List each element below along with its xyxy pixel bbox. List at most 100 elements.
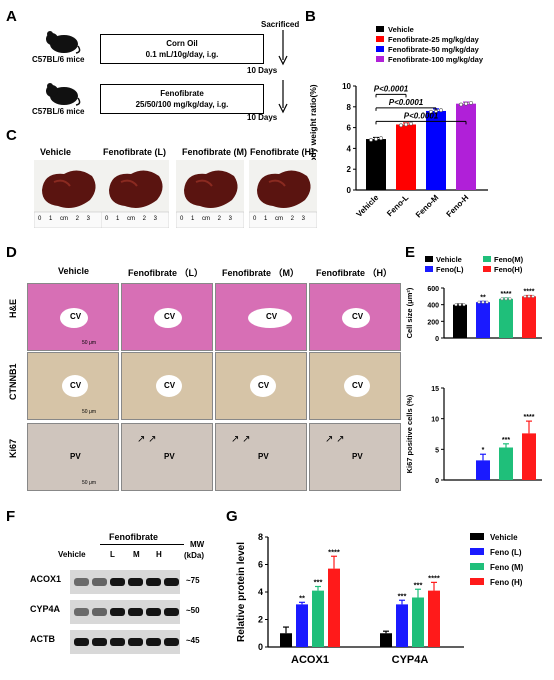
x-tick-label: ACOX1 [291,654,329,666]
micrograph-tile: PV ↗ ↗ [309,423,401,491]
bar [426,110,446,190]
significance-label: *** [398,591,407,600]
significance-label: **** [524,289,535,296]
y-tick-label: 10 [342,82,351,91]
bar [522,296,536,338]
micrograph-tile: PV ↗ ↗ [121,423,213,491]
data-point [462,303,466,307]
bar [428,590,440,647]
micrograph-tile: CV [215,352,307,420]
bar [396,604,408,647]
significance-label: ** [299,593,305,602]
blot-strip [70,570,180,594]
lane-vehicle: Vehicle [58,550,86,559]
lane-l: L [110,550,115,559]
bar [522,433,536,480]
y-tick-label: 2 [347,165,352,174]
legend-item: Vehicle [470,530,523,545]
y-tick-label: 8 [258,532,263,542]
liver-photo [248,160,318,229]
bar [456,103,476,190]
y-axis-label: Ki67 positive cells (%) [405,394,414,473]
p-value-label: P<0.0001 [404,111,439,120]
micrograph-tile: CV [309,283,401,351]
significance-label: *** [314,578,323,587]
legend-item: Fenofibrate-100 mg/kg/day [376,55,483,65]
liver-photo [100,160,170,229]
data-point [374,137,378,141]
panel-b-label: B [305,8,316,25]
d-header-mid: Fenofibrate （M） [222,268,300,278]
legend-item: Fenofibrate-25 mg/kg/day [376,35,483,45]
y-tick-label: 400 [427,303,439,310]
c-header-high: Fenofibrate (H) [250,147,314,157]
data-point [508,297,512,301]
y-tick-label: 15 [431,386,439,393]
lane-h: H [156,550,162,559]
y-tick-label: 6 [347,124,352,133]
significance-label: **** [501,291,512,298]
data-point [523,294,527,298]
significance-label: **** [328,547,340,556]
c-header-mid: Fenofibrate (M) [182,147,247,157]
wb-group-line [100,544,184,545]
bar [412,597,424,647]
p-value-label: P<0.0001 [389,98,424,107]
data-point [439,108,443,113]
arrow-down-icon [278,30,288,71]
significance-label: **** [524,414,535,421]
y-tick-label: 5 [435,447,439,454]
y-tick-label: 200 [427,319,439,326]
legend-item: Vehicle [376,25,483,35]
significance-label: *** [502,437,510,444]
mouse-icon [42,30,82,59]
panel-d-label: D [6,244,17,261]
x-tick-label: Feno-M [414,193,441,220]
corn-oil-dose: 0.1 mL/10g/day, i.g. [145,50,219,59]
blot-strip [70,630,180,654]
legend-g: Vehicle Feno (L) Feno (M) Feno (H) [470,530,523,590]
x-tick-label: Vehicle [355,193,381,219]
legend-e: Vehicle Feno(M) Feno(L) Feno(H) [425,255,545,275]
legend-item: Feno(L) [425,265,483,275]
legend-item: Feno(M) [483,255,523,265]
lane-m: M [133,550,140,559]
days-label-1: 10 Days [247,66,278,75]
panel-a-label: A [6,8,17,25]
data-point [527,294,531,298]
y-tick-label: 2 [258,615,263,625]
legend-item: Fenofibrate-50 mg/kg/day [376,45,483,55]
ruler-label: 0 1 cm 2 3 [180,216,233,222]
y-tick-label: 4 [258,587,263,597]
y-tick-label: 0 [258,642,263,652]
bar [280,633,292,647]
c-header-low: Fenofibrate (L) [103,147,166,157]
wb-group-label: Fenofibrate [109,532,159,542]
micrograph-tile: PV 50 μm [27,423,119,491]
legend-b: Vehicle Fenofibrate-25 mg/kg/day Fenofib… [376,25,483,65]
ruler-label: 0 1 cm 2 3 [38,216,91,222]
bar [453,304,467,338]
y-axis-label: Liver/Body weight ratio(%) [308,84,318,191]
legend-item: Vehicle [425,255,483,265]
c-header-vehicle: Vehicle [40,147,72,157]
blot-strip [70,600,180,624]
mouse-icon [42,82,82,111]
panel-e-label: E [405,244,416,261]
bar [476,460,490,480]
y-axis-label: Relative protein level [236,542,247,642]
data-point [485,300,489,304]
mw-header: MW [190,540,205,549]
fenofibrate-box: Fenofibrate 25/50/100 mg/kg/day, i.g. [100,84,264,114]
y-tick-label: 600 [427,286,439,293]
data-point [399,123,403,128]
x-tick-label: Feno-H [445,193,471,219]
mw-unit: (kDa) [184,551,205,560]
panel-f-label: F [6,508,16,525]
liver-photo [175,160,245,229]
micrograph-tile: CV [121,283,213,351]
fenofibrate-dose: 25/50/100 mg/kg/day, i.g. [135,100,229,109]
